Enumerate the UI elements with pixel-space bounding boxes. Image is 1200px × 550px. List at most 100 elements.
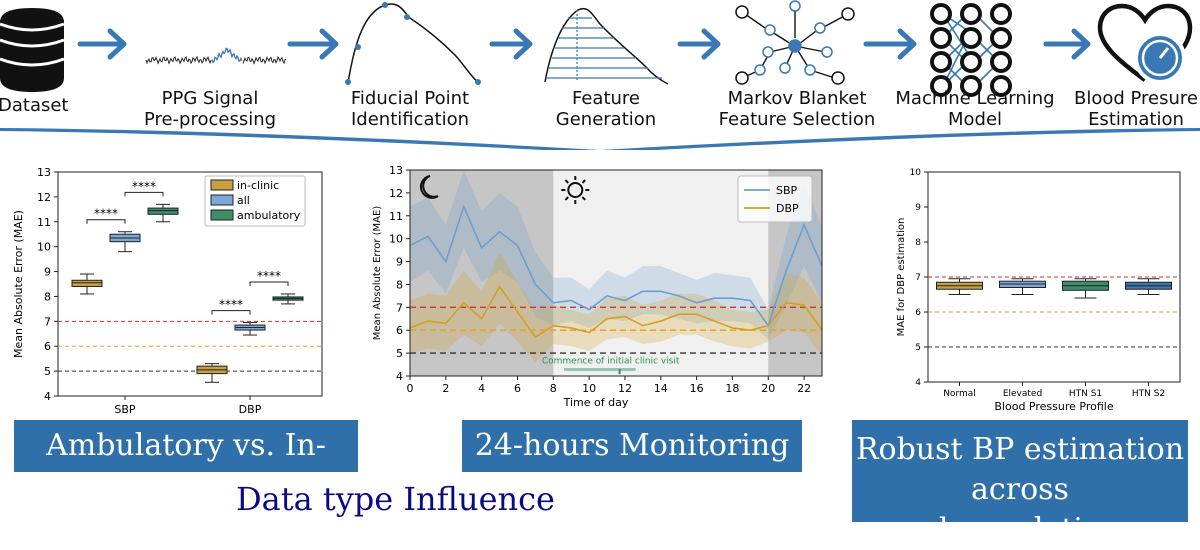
y-tick-label: 5 xyxy=(44,365,51,378)
x-tick-label: 10 xyxy=(582,382,596,395)
x-tick-label: 22 xyxy=(797,382,811,395)
y-tick-label: 6 xyxy=(396,324,403,337)
markov-blanket-icon xyxy=(735,0,855,85)
significance-bracket xyxy=(211,310,251,315)
arrow-icon xyxy=(677,28,721,60)
monitoring-banner: 24-hours Monitoring xyxy=(462,420,802,472)
ppg-signal-icon xyxy=(145,47,287,65)
y-tick-label: 6 xyxy=(44,340,51,353)
box-SBP-all xyxy=(109,231,141,253)
x-axis-label: Time of day xyxy=(563,396,629,409)
divider-wedge xyxy=(0,128,1200,150)
box-DBP-all xyxy=(234,322,266,336)
x-tick-label: 0 xyxy=(407,382,414,395)
y-tick-label: 8 xyxy=(44,290,51,303)
ambulatory-banner: Ambulatory vs. In-clinic xyxy=(14,420,358,515)
moon-shape xyxy=(419,175,439,199)
y-tick-label: 7 xyxy=(396,301,403,314)
x-tick-label: 20 xyxy=(761,382,775,395)
step-label-dataset: Dataset xyxy=(0,95,69,116)
arrow-icon xyxy=(77,28,127,60)
significance-label: **** xyxy=(219,298,243,312)
y-tick-label: 12 xyxy=(37,191,51,204)
y-tick-label: 9 xyxy=(915,203,921,213)
y-tick-label: 11 xyxy=(37,216,51,229)
sun-ray xyxy=(564,179,569,184)
feature-generation-icon xyxy=(544,7,669,85)
box-DBP-in-clinic xyxy=(196,363,228,383)
sun-ray xyxy=(564,196,569,201)
legend-label: SBP xyxy=(776,184,798,197)
box-SBP-in-clinic xyxy=(71,273,103,295)
legend-swatch xyxy=(210,209,234,221)
step-label-ml: Machine Learning Model xyxy=(895,88,1055,130)
y-tick-label: 10 xyxy=(910,168,922,178)
x-tick-label: 2 xyxy=(442,382,449,395)
x-tick-label: Normal xyxy=(943,389,976,399)
x-tick-label: Elevated xyxy=(1003,389,1042,399)
step-label-markov: Markov Blanket Feature Selection xyxy=(718,88,876,130)
x-axis-label: Blood Pressure Profile xyxy=(994,400,1113,413)
x-tick-label: 6 xyxy=(514,382,521,395)
y-tick-label: 10 xyxy=(389,233,403,246)
robust-banner: Robust BP estimation across subpopulatio… xyxy=(852,420,1188,547)
legend-label: all xyxy=(237,194,250,207)
legend-swatch xyxy=(210,194,234,206)
y-axis-label: MAE for DBP estimation xyxy=(896,218,907,337)
ambulatory-boxplot-chart: 4 5 6 7 8 9 10 11 12 13 Mean Absolute Error (MAE) S… xyxy=(12,166,323,416)
significance-label: **** xyxy=(132,179,156,193)
data-type-subtitle: Data type Influence xyxy=(236,480,555,518)
y-tick-label: 9 xyxy=(396,256,403,269)
sun-core xyxy=(567,182,584,198)
x-tick-label: HTN S1 xyxy=(1069,389,1102,399)
arrow-icon xyxy=(287,28,339,60)
legend: SBP DBP xyxy=(737,175,813,223)
sun-ray xyxy=(581,196,586,201)
y-tick-label: 7 xyxy=(915,273,921,283)
sun-icon xyxy=(561,176,590,204)
box-normal xyxy=(936,278,983,295)
step-label-ppg: PPG Signal Pre-processing xyxy=(143,88,277,130)
legend-frame xyxy=(737,175,813,223)
y-tick-label: 4 xyxy=(915,378,921,388)
step-label-feature: Feature Generation xyxy=(555,88,657,130)
legend: in-clinic all ambulatory xyxy=(204,175,306,227)
significance-bracket xyxy=(249,281,289,286)
legend-label: in-clinic xyxy=(237,179,279,192)
y-axis-label: Mean Absolute Error (MAE) xyxy=(12,210,25,358)
y-tick-label: 9 xyxy=(44,266,51,279)
y-tick-label: 13 xyxy=(389,164,403,177)
y-axis-label: Mean Absolute Error (MAE) xyxy=(372,206,383,341)
y-tick-label: 4 xyxy=(396,370,403,383)
subpopulation-boxplot-chart: 4 5 6 7 8 9 10 MAE for DBP estimation Normal Elev… xyxy=(896,168,1181,413)
arrow-icon xyxy=(863,28,917,60)
x-tick-label: 4 xyxy=(478,382,485,395)
confidence-band-sbp xyxy=(410,170,822,340)
series-line-dbp xyxy=(409,285,823,339)
pipeline-arrows xyxy=(77,28,1091,60)
clinic-visit-marker xyxy=(564,367,636,371)
box-body xyxy=(71,279,103,287)
y-tick-label: 8 xyxy=(396,278,403,291)
moon-icon xyxy=(419,175,439,199)
legend-label: ambulatory xyxy=(237,209,301,222)
series-line-sbp xyxy=(409,204,823,328)
arrow-icon xyxy=(489,28,533,60)
significance-label: **** xyxy=(257,269,281,283)
y-tick-label: 6 xyxy=(915,308,921,318)
x-tick-label: 14 xyxy=(654,382,668,395)
x-tick-label: 12 xyxy=(618,382,632,395)
x-tick-label: 18 xyxy=(725,382,739,395)
fiducial-curve-icon xyxy=(345,2,481,85)
heart-gauge-icon xyxy=(1097,3,1193,84)
y-tick-label: 13 xyxy=(37,166,51,179)
x-tick-label: HTN S2 xyxy=(1132,389,1165,399)
significance-bracket xyxy=(86,219,126,224)
y-tick-label: 10 xyxy=(37,241,51,254)
pipeline-graphics xyxy=(0,0,1200,150)
neural-network-icon xyxy=(930,3,1012,97)
box-SBP-ambulatory xyxy=(147,203,179,223)
database-icon xyxy=(0,8,65,92)
y-tick-label: 8 xyxy=(915,238,921,248)
significance-label: **** xyxy=(94,207,118,221)
